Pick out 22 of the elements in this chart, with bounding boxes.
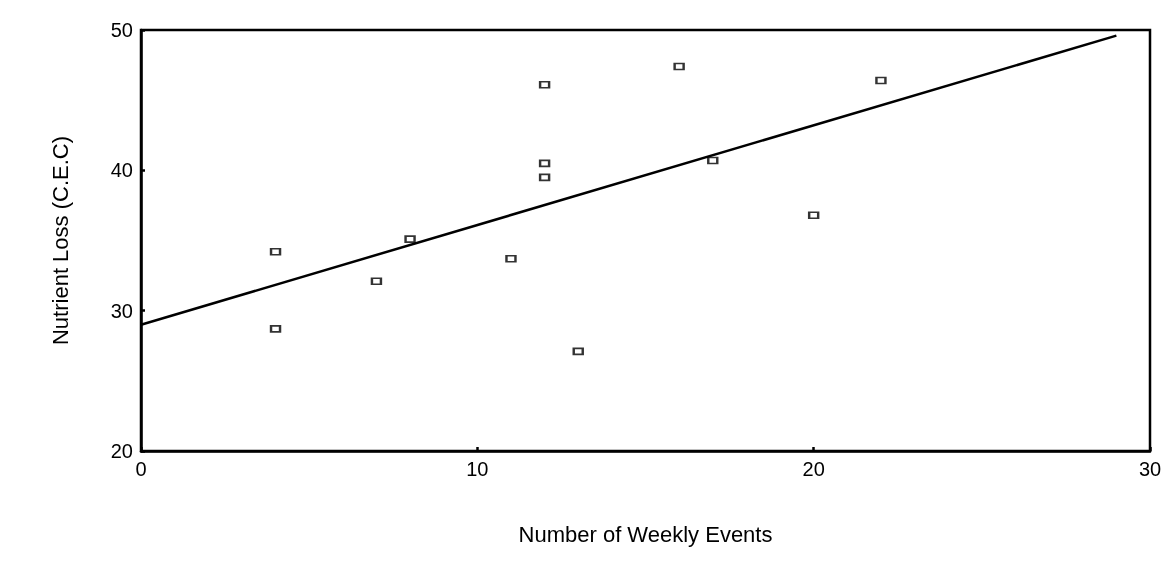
point [539,159,551,168]
y-tick-label: 20 [110,440,133,462]
point [875,76,887,85]
point [539,173,551,182]
x-tick-label: 0 [135,458,147,480]
point [270,247,282,256]
point [370,277,382,286]
point [270,324,282,333]
x-tick-label: 20 [802,458,825,480]
y-tick-label: 40 [110,159,133,182]
x-axis-title: Number of Weekly Events [518,521,773,547]
point [673,62,685,71]
point [404,235,416,244]
point [808,211,820,220]
point [505,254,517,263]
x-tick-label: 30 [1138,458,1162,480]
y-tick-label: 30 [110,299,133,322]
y-tick-label: 50 [110,19,133,41]
point [539,80,551,89]
y-axis-title: Nutrient Loss (C.E.C) [47,135,73,346]
x-tick-label: 10 [466,458,489,480]
point [572,347,584,356]
